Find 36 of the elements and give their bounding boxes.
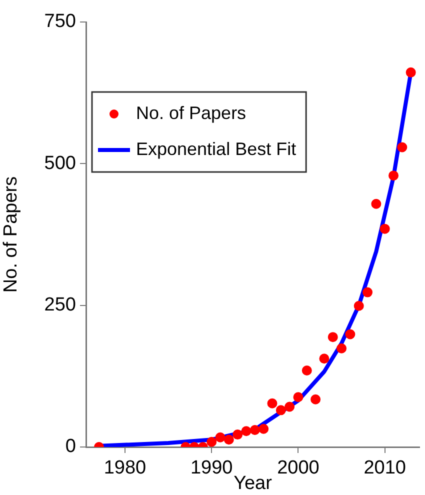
point — [232, 430, 243, 440]
point — [310, 394, 321, 404]
point — [267, 398, 278, 408]
point — [354, 300, 364, 311]
y-tick-label: 250 — [44, 294, 76, 316]
point — [371, 198, 382, 209]
y-axis-title: No. of Papers — [0, 176, 22, 293]
x-tick-label: 2010 — [364, 458, 406, 479]
point — [388, 170, 399, 181]
legend-label: No. of Papers — [136, 102, 246, 123]
point — [215, 432, 226, 442]
y-tick-label: 0 — [65, 436, 76, 458]
point — [362, 287, 373, 298]
point — [241, 426, 252, 436]
y-tick-label: 500 — [44, 152, 76, 174]
point — [250, 425, 260, 435]
point — [397, 142, 408, 152]
point — [276, 405, 286, 416]
point — [302, 366, 312, 376]
point — [328, 332, 338, 342]
point — [319, 354, 330, 364]
x-axis-title: Year — [234, 472, 273, 494]
point — [336, 343, 347, 354]
legend-label: Exponential Best Fit — [136, 138, 296, 159]
point — [406, 67, 416, 78]
x-tick-label: 2000 — [277, 458, 320, 479]
x-tick-label: 1990 — [190, 458, 233, 479]
point — [345, 329, 356, 340]
point — [224, 434, 234, 445]
y-tick-label: 750 — [44, 11, 76, 32]
point — [284, 402, 295, 412]
point — [258, 424, 269, 434]
x-tick-label: 1980 — [104, 458, 146, 479]
point — [206, 436, 217, 447]
point — [380, 224, 390, 234]
point — [293, 392, 304, 402]
